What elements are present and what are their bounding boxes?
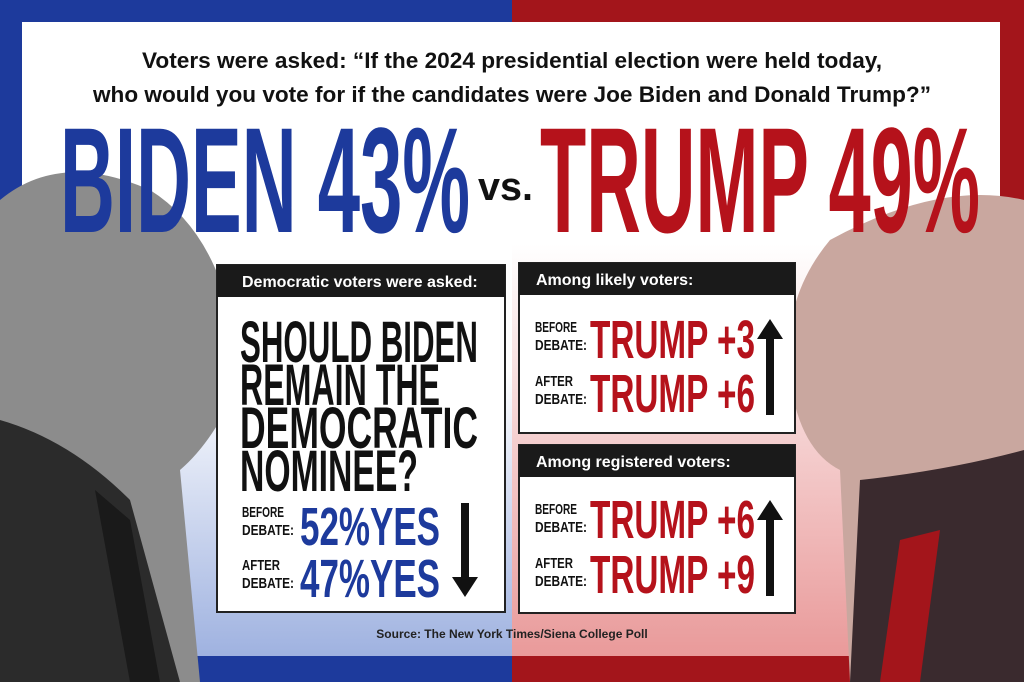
question: DEMOCRATIC bbox=[240, 396, 478, 461]
trump-headline: TRUMP 49% bbox=[540, 96, 980, 264]
vs: vs. bbox=[478, 165, 533, 209]
box-heading: Among registered voters: bbox=[536, 454, 731, 471]
box-header bbox=[519, 263, 795, 295]
box-header bbox=[217, 265, 505, 297]
source: Source: The New York Times/Siena College… bbox=[376, 627, 647, 641]
result: TRUMP +6 bbox=[590, 490, 755, 550]
arrow-down bbox=[452, 503, 478, 597]
box bbox=[216, 264, 506, 613]
result: TRUMP +3 bbox=[590, 310, 755, 370]
row-label: BEFORE bbox=[242, 504, 284, 521]
question: REMAIN THE bbox=[240, 353, 440, 418]
box-heading: Among likely voters: bbox=[536, 272, 693, 289]
row-label: DEBATE: bbox=[242, 522, 294, 539]
panel-registered: Among registered voters: BEFORE DEBATE: … bbox=[518, 444, 796, 614]
row-label: DEBATE: bbox=[535, 519, 587, 536]
box-header bbox=[519, 445, 795, 477]
question-line: who would you vote for if the candidates… bbox=[92, 82, 931, 107]
row-label: AFTER bbox=[535, 373, 573, 390]
row-label: AFTER bbox=[535, 555, 573, 572]
panel-likely: Among likely voters: BEFORE DEBATE: TRUM… bbox=[518, 262, 796, 434]
question-line: Voters were asked: “If the 2024 presiden… bbox=[142, 48, 882, 73]
biden-photo bbox=[0, 172, 240, 682]
result: 47%YES bbox=[300, 549, 440, 609]
row-label: BEFORE bbox=[535, 501, 577, 518]
row-label: AFTER bbox=[242, 557, 280, 574]
row-label: DEBATE: bbox=[535, 337, 587, 354]
panel-democratic: Democratic voters were asked: SHOULD BID… bbox=[216, 264, 506, 613]
row-label: DEBATE: bbox=[535, 391, 587, 408]
result: 52%YES bbox=[300, 497, 440, 557]
result: TRUMP +9 bbox=[590, 545, 755, 605]
question: SHOULD BIDEN bbox=[240, 310, 478, 375]
biden-headline: BIDEN 43% bbox=[60, 96, 470, 264]
row-label: BEFORE bbox=[535, 319, 577, 336]
arrow-up bbox=[757, 319, 783, 415]
result: TRUMP +6 bbox=[590, 364, 755, 424]
row-label: DEBATE: bbox=[242, 575, 294, 592]
question: NOMINEE? bbox=[240, 439, 418, 504]
trump-photo bbox=[788, 195, 1024, 682]
arrow-up bbox=[757, 500, 783, 596]
row-label: DEBATE: bbox=[535, 573, 587, 590]
box-heading: Democratic voters were asked: bbox=[242, 274, 478, 291]
